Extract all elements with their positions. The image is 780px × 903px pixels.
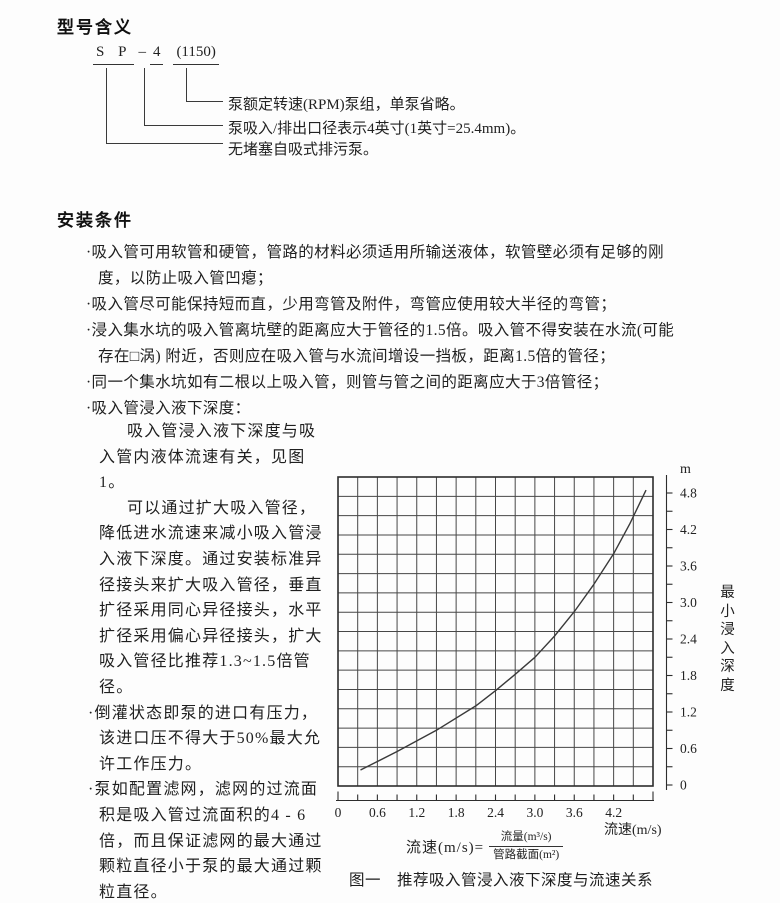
formula-numerator: 流量(m³/s) — [500, 831, 552, 843]
chart-gridlines — [337, 476, 654, 787]
model-code-speed: (1150) — [173, 44, 219, 65]
figure-caption: 图一 推荐吸入管浸入液下深度与流速关系 — [349, 872, 654, 889]
y-tick-label: 2.4 — [680, 632, 697, 647]
model-code-dash: – — [138, 44, 146, 60]
x-tick-label: 0 — [335, 805, 342, 820]
list-item: ·浸入集水坑的吸入管离坑壁的距离应大于管径的1.5倍。吸入管不得安装在水流(可能… — [86, 322, 675, 365]
chart-border — [337, 476, 654, 787]
connector-line-h3 — [106, 143, 223, 144]
model-callout-type: 无堵塞自吸式排污泵。 — [228, 142, 379, 158]
x-tick-label: 3.6 — [566, 805, 583, 820]
install-conditions-list: ·吸入管可用软管和硬管，管路的材料必须适用所输送液体，软管壁必须有足够的刚度，以… — [86, 240, 690, 422]
model-code-size: 4 — [149, 44, 164, 65]
paragraph: 可以通过扩大吸入管径，降低进水流速来减小吸入管浸入液下深度。通过安装标准异径接头… — [99, 499, 323, 696]
connector-line-v1 — [106, 68, 107, 144]
y-axis-unit-label: m — [680, 462, 691, 477]
y-tick-label: 3.6 — [680, 559, 697, 574]
y-tick-label: 1.8 — [680, 668, 697, 683]
model-code: S P –4 (1150) — [93, 44, 219, 65]
connector-line-v2 — [144, 68, 145, 126]
chart-y-axis — [665, 475, 673, 790]
section-title-install-conditions: 安装条件 — [57, 211, 133, 230]
x-tick-label: 2.4 — [487, 805, 504, 820]
list-item: ·倒灌状态即泵的进口有压力，该进口压不得大于50%最大允许工作压力。 — [88, 704, 322, 773]
x-tick-label: 1.2 — [408, 805, 425, 820]
chart-x-axis — [336, 791, 654, 802]
velocity-formula: 流速(m/s)= 流量(m³/s) 管路截面(m²) — [406, 830, 564, 863]
figure-chart-svg: 0 0.6 1.2 1.8 2.4 3.0 3.6 4.2 0 0.6 1.2 1.8 2.4 3.0 3.… — [335, 462, 698, 820]
x-tick-label: 1.8 — [448, 805, 465, 820]
paragraph: 吸入管浸入液下深度与吸入管内液体流速有关，见图1。 — [99, 423, 317, 492]
formula-lhs: 流速(m/s)= — [406, 840, 485, 856]
formula-denominator: 管路截面(m²) — [489, 846, 564, 863]
x-tick-label: 4.2 — [605, 805, 622, 820]
list-item: ·同一个集水坑如有二根以上吸入管，则管与管之间的距离应大于3倍管径； — [86, 374, 609, 391]
list-item: ·泵如配置滤网，滤网的过流面积是吸入管过流面积的4 - 6倍，而且保证滤网的最大… — [88, 781, 323, 901]
y-tick-label: 0.6 — [680, 741, 697, 756]
model-code-prefix: S P — [93, 44, 135, 65]
y-tick-label: 3.0 — [680, 595, 697, 610]
y-tick-label: 4.2 — [680, 522, 697, 537]
y-tick-label: 1.2 — [680, 705, 697, 720]
x-tick-label: 0.6 — [369, 805, 386, 820]
model-callout-diameter: 泵吸入/排出口径表示4英寸(1英寸=25.4mm)。 — [228, 121, 526, 137]
section-title-model-meaning: 型号含义 — [57, 18, 133, 37]
connector-line-h2 — [144, 125, 223, 126]
connector-line-h1 — [186, 101, 223, 102]
y-tick-label: 4.8 — [680, 486, 697, 501]
list-item: ·吸入管尽可能保持短而直，少用弯管及附件，弯管应使用较大半径的弯管； — [86, 296, 617, 313]
chart-x-axis-title: 流速(m/s) — [604, 823, 662, 838]
model-callout-speed: 泵额定转速(RPM)泵组，单泵省略。 — [228, 97, 465, 113]
list-item: ·吸入管可用软管和硬管，管路的材料必须适用所输送液体，软管壁必须有足够的刚度，以… — [86, 244, 664, 287]
x-tick-label: 3.0 — [526, 805, 543, 820]
chart-curve-min-depth — [360, 489, 647, 771]
depth-notes-column: 吸入管浸入液下深度与吸入管内液体流速有关，见图1。 可以通过扩大吸入管径，降低进… — [88, 419, 326, 903]
connector-line-v3 — [186, 68, 187, 102]
chart-y-axis-title: 最小浸入深度 — [720, 585, 735, 694]
formula-fraction: 流量(m³/s) 管路截面(m²) — [489, 830, 564, 863]
list-item: ·吸入管浸入液下深度： — [86, 400, 251, 417]
y-tick-label: 0 — [680, 778, 687, 793]
